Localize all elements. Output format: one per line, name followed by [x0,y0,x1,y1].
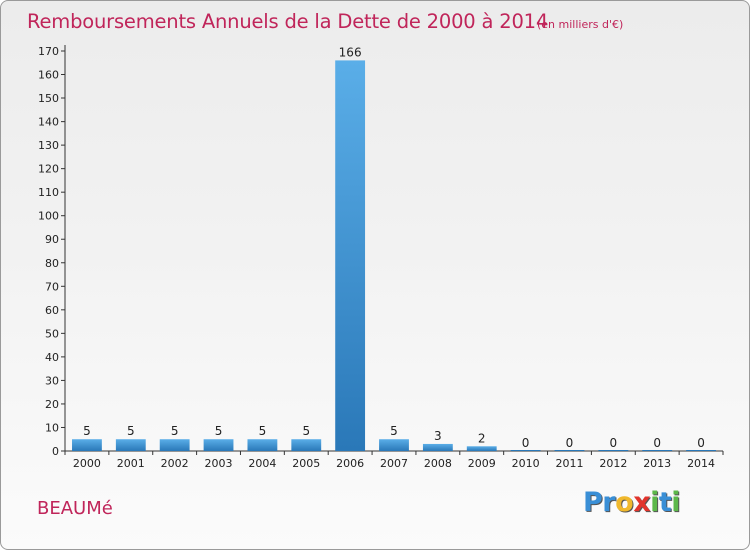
bar-2013 [642,450,673,451]
y-tick-label: 80 [45,257,59,270]
y-tick-label: 40 [45,351,59,364]
y-tick-label: 10 [45,421,59,434]
chart-bars [72,60,716,451]
data-label-2000: 5 [83,424,91,438]
y-tick-label: 150 [38,92,59,105]
bar-2000 [72,439,102,451]
y-tick-label: 90 [45,233,59,246]
x-tick-label: 2003 [205,457,233,470]
x-tick-label: 2011 [555,457,583,470]
data-label-2010: 0 [522,436,530,450]
proxiti-logo: Proxiti [583,487,681,518]
bar-2002 [159,439,190,451]
x-tick-label: 2008 [424,457,452,470]
data-label-2006: 166 [339,45,362,59]
y-tick-label: 160 [38,69,59,82]
chart-unit-label: (en milliers d'€) [537,18,624,31]
logo-letter: i [671,487,681,518]
bar-2004 [247,439,278,451]
bar-2006 [335,60,366,451]
logo-letter: o [615,487,634,518]
logo-letter: i [650,487,659,518]
y-tick-label: 0 [52,445,59,458]
bar-2014 [686,450,716,451]
data-label-2005: 5 [302,424,310,438]
bar-2012 [598,450,629,451]
x-tick-label: 2004 [248,457,276,470]
y-tick-label: 50 [45,327,59,340]
y-tick-label: 30 [45,374,59,387]
data-label-2011: 0 [566,436,574,450]
bar-2011 [554,450,585,451]
y-tick-label: 60 [45,304,59,317]
x-tick-label: 2002 [161,457,189,470]
y-tick-label: 140 [38,116,59,129]
data-label-2002: 5 [171,424,179,438]
data-label-2007: 5 [390,424,398,438]
bar-2009 [466,446,497,451]
chart-title: Remboursements Annuels de la Dette de 20… [27,10,549,33]
x-tick-label: 2010 [512,457,540,470]
logo-letter: P [583,487,603,518]
data-label-2003: 5 [215,424,223,438]
x-tick-label: 2014 [687,457,715,470]
x-tick-label: 2009 [468,457,496,470]
bar-2001 [115,439,146,451]
x-tick-label: 2013 [643,457,671,470]
y-tick-label: 130 [38,139,59,152]
y-tick-label: 170 [38,45,59,58]
data-label-2004: 5 [259,424,267,438]
y-tick-label: 120 [38,163,59,176]
data-label-2001: 5 [127,424,135,438]
bar-2007 [379,439,409,451]
x-tick-label: 2006 [336,457,364,470]
logo-letter: r [602,487,616,518]
x-tick-label: 2001 [117,457,145,470]
data-label-2014: 0 [697,436,705,450]
x-tick-label: 2007 [380,457,408,470]
y-tick-label: 110 [38,186,59,199]
data-label-2008: 3 [434,429,442,443]
commune-name: BEAUMé [37,498,113,519]
bar-2010 [510,450,541,451]
y-tick-label: 100 [38,210,59,223]
chart-data-labels: 5 5 5 5 5 5 166 5 3 2 0 0 0 0 0 [83,45,705,450]
data-label-2013: 0 [653,436,661,450]
data-label-2012: 0 [610,436,618,450]
x-tick-label: 2005 [292,457,320,470]
bar-2008 [422,443,453,451]
y-tick-label: 70 [45,280,59,293]
chart-axes: 0102030405060708090100110120130140150160… [38,45,724,470]
logo-letter: t [658,487,672,518]
x-tick-label: 2012 [599,457,627,470]
logo-letter: x [633,487,651,518]
bar-2005 [291,439,322,451]
x-tick-label: 2000 [73,457,101,470]
data-label-2009: 2 [478,431,486,445]
y-tick-label: 20 [45,398,59,411]
bar-2003 [203,439,234,451]
